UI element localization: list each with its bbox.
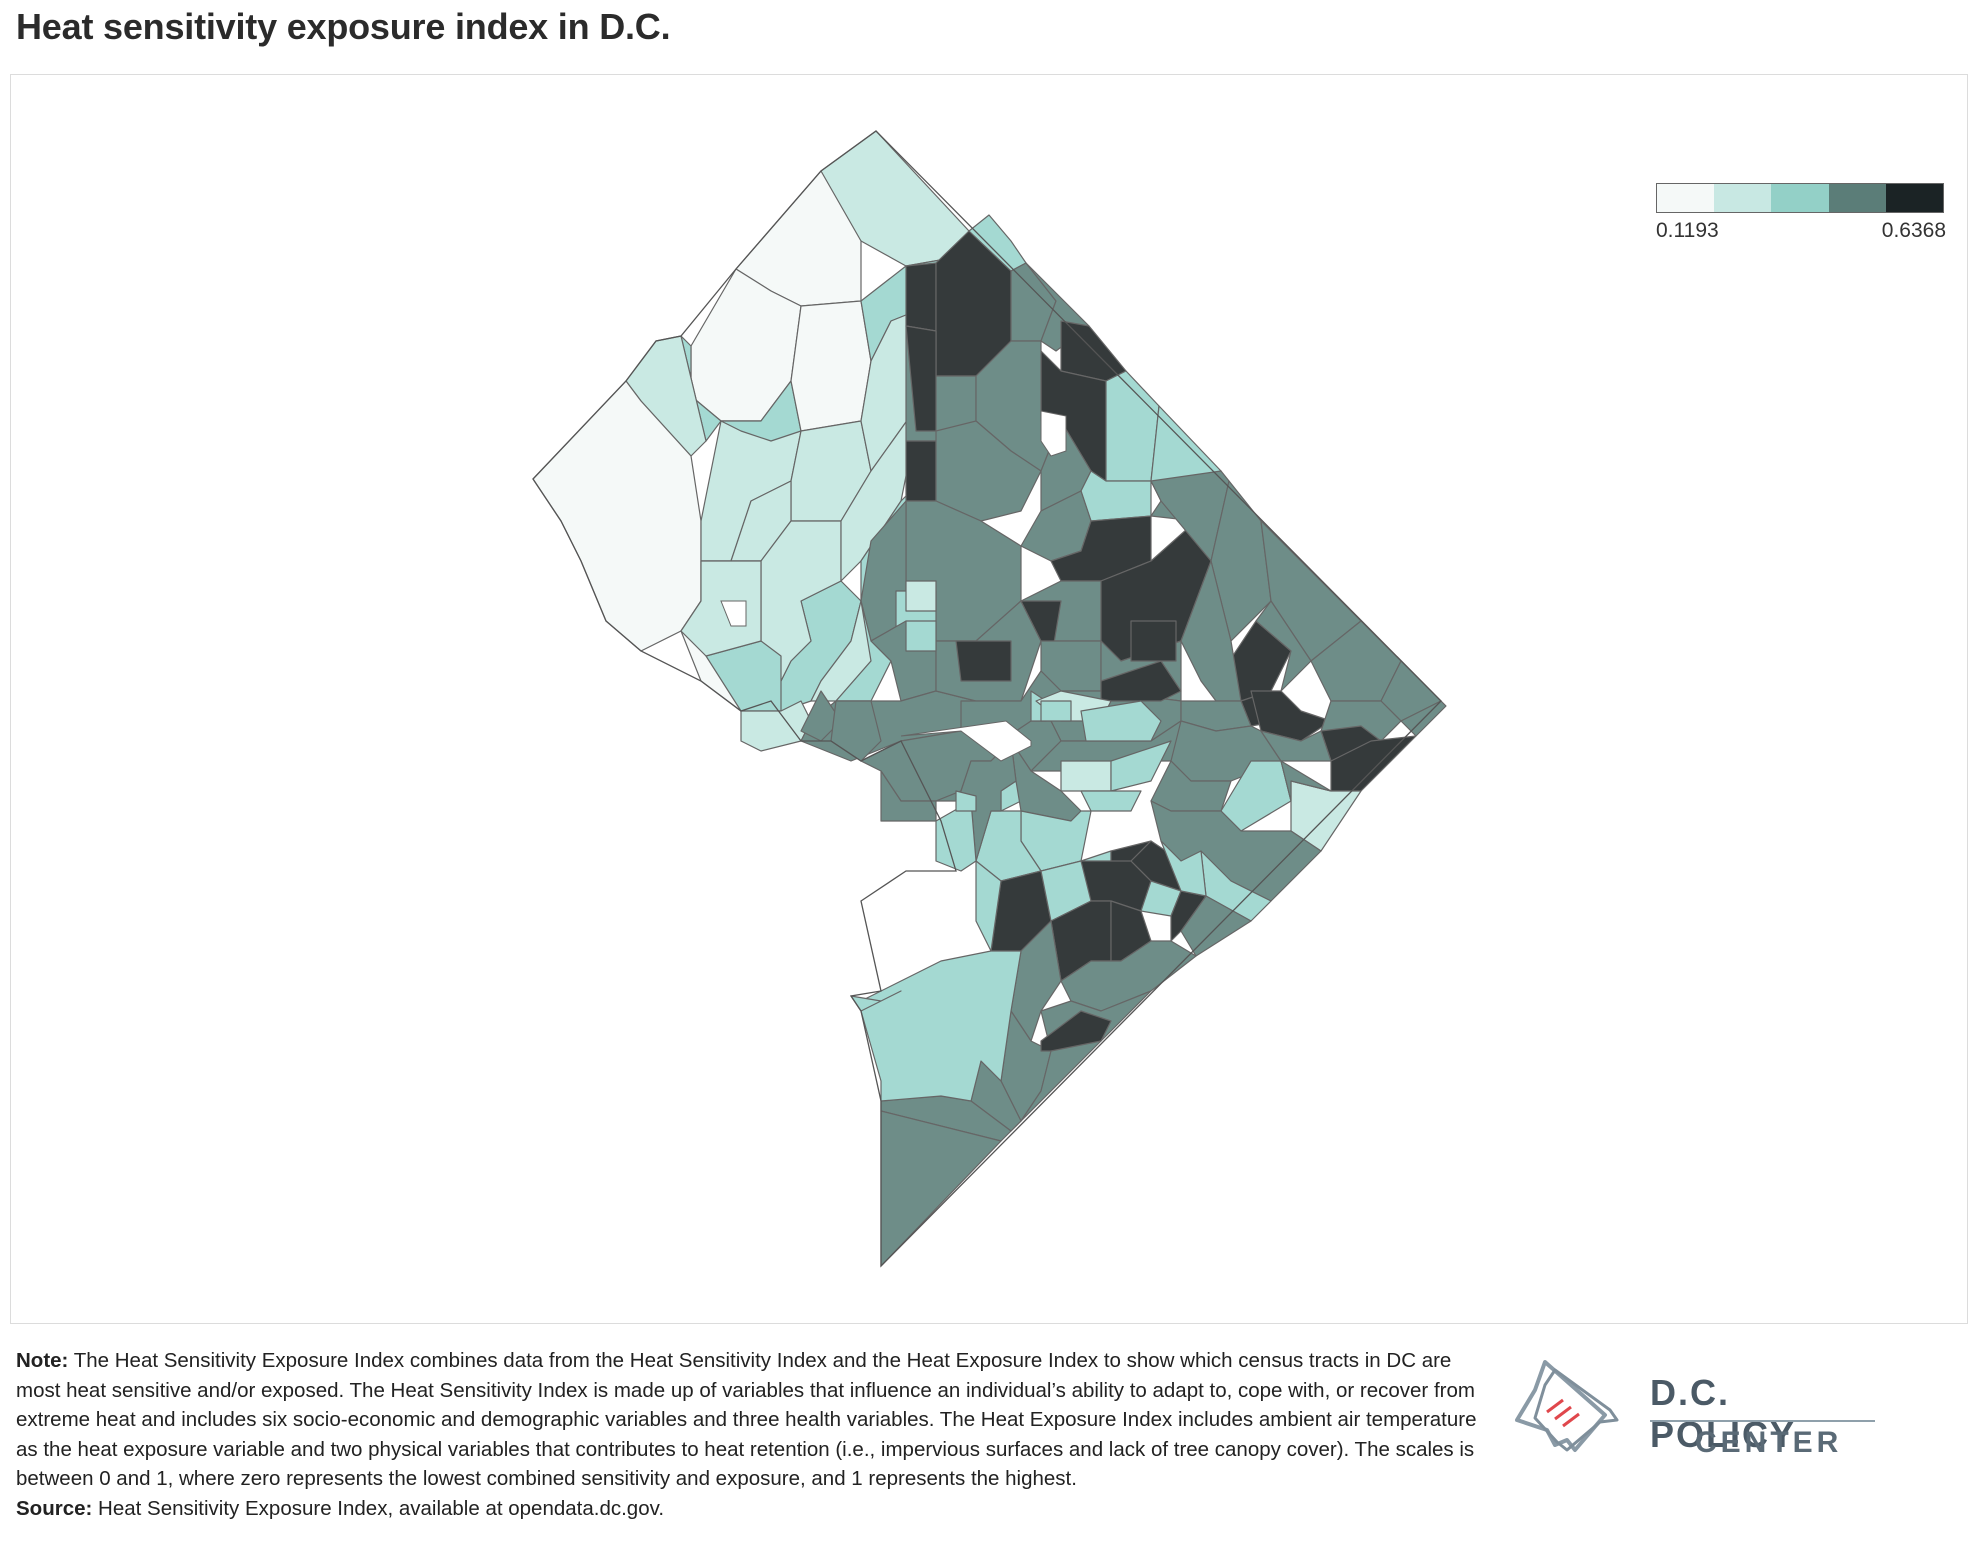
tract-sw-1 [830, 700, 882, 762]
legend-swatch-2 [1714, 184, 1772, 212]
tract-ne-7 [1255, 600, 1312, 692]
dc-map-logo-icon [1515, 1360, 1619, 1452]
tract-nw-9 [790, 300, 872, 432]
source-label: Source: [16, 1496, 93, 1520]
tract-s-25 [860, 950, 1022, 1102]
tract-c-16 [1130, 620, 1177, 662]
logo-divider [1650, 1420, 1875, 1422]
tract-se-band-3 [1060, 760, 1112, 792]
note-text: The Heat Sensitivity Exposure Index comb… [16, 1349, 1477, 1490]
chart-title: Heat sensitivity exposure index in D.C. [16, 6, 671, 47]
legend-swatch-5 [1885, 184, 1944, 212]
legend-swatch-1 [1657, 184, 1715, 212]
map-frame: 0.1193 0.6368 [10, 74, 1968, 1324]
tract-nw-17 [680, 560, 762, 657]
tract-ne-19 [1220, 760, 1292, 832]
map-legend: 0.1193 0.6368 [1656, 183, 1946, 243]
tract-n-13 [905, 440, 937, 502]
tract-s-12 [1170, 890, 1207, 942]
legend-swatch-3 [1771, 184, 1829, 212]
legend-color-scale [1656, 183, 1944, 213]
water-reservoir [1040, 410, 1067, 457]
source-text: Heat Sensitivity Exposure Index, availab… [98, 1496, 665, 1520]
water-park-gap [720, 600, 747, 627]
note-label: Note: [16, 1349, 69, 1372]
water-potomac-channel [900, 720, 1032, 762]
note-block: Note: The Heat Sensitivity Exposure Inde… [16, 1346, 1486, 1523]
tract-se-band-1 [1040, 700, 1072, 722]
tract-c-8 [905, 620, 937, 652]
tract-se-band-5 [1080, 790, 1142, 812]
legend-min-label: 0.1193 [1656, 219, 1719, 242]
tract-s-13 [1160, 840, 1207, 897]
tract-se-band-4 [1110, 740, 1172, 792]
tract-ne-23 [1280, 760, 1332, 802]
tract-s-29 [955, 790, 977, 812]
tract-se-band-2 [1080, 700, 1162, 742]
logo-text-line2: CENTER [1695, 1426, 1843, 1459]
dc-policy-center-logo: D.C. POLICY CENTER [1505, 1350, 1885, 1460]
tract-c-11 [955, 640, 1012, 682]
tract-n-8 [1105, 370, 1160, 482]
tract-ne-18 [1260, 730, 1332, 762]
dc-choropleth-map[interactable] [11, 75, 1969, 1325]
legend-max-label: 0.6368 [1881, 219, 1946, 242]
tract-n-1 [905, 262, 937, 332]
tract-c-18 [1100, 660, 1182, 702]
legend-swatch-4 [1828, 184, 1886, 212]
tract-c-19 [905, 580, 937, 612]
tract-n-3 [968, 214, 1027, 272]
dc-outer-boundary [532, 130, 1442, 1268]
